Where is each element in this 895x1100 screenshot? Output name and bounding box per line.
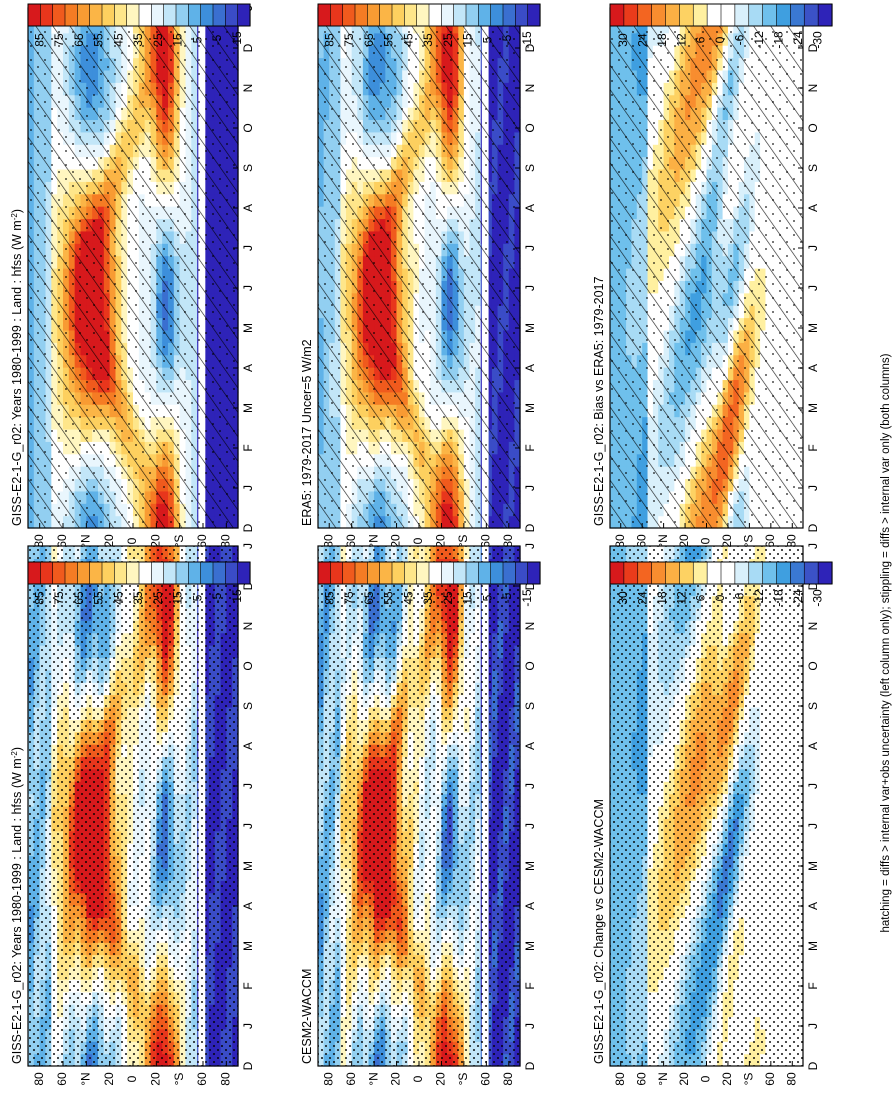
x-tick-label: J <box>806 285 820 291</box>
x-tick-label: J <box>523 485 537 491</box>
x-tick-label: O <box>241 123 255 132</box>
y-tick-label: °S <box>456 535 470 548</box>
y-tick-label: °N <box>79 534 93 547</box>
x-tick-label: F <box>806 444 820 451</box>
y-tick-label: 80 <box>32 534 46 548</box>
x-tick-label: O <box>523 123 537 132</box>
y-tick-label: 60 <box>55 534 69 548</box>
x-tick-label: J <box>806 485 820 491</box>
x-tick-label: M <box>523 403 537 413</box>
y-tick-label: 0 <box>411 537 425 544</box>
y-tick-label: 80 <box>321 534 335 548</box>
x-tick-label: J <box>523 285 537 291</box>
y-tick-label: 20 <box>149 534 163 548</box>
y-tick-label: 20 <box>677 534 691 548</box>
y-tick-label: 20 <box>102 534 116 548</box>
x-tick-label: A <box>806 364 820 372</box>
x-tick-label: A <box>523 204 537 212</box>
x-tick-label: N <box>523 84 537 93</box>
x-tick-label: J <box>241 485 255 491</box>
x-tick-label: A <box>523 364 537 372</box>
y-tick-label: 0 <box>699 537 713 544</box>
x-tick-label: O <box>806 123 820 132</box>
y-tick-label: 20 <box>720 534 734 548</box>
y-tick-label: 80 <box>501 534 515 548</box>
y-tick-label: 80 <box>219 534 233 548</box>
x-tick-label: N <box>806 84 820 93</box>
x-tick-label: F <box>523 444 537 451</box>
stipple-overlay <box>28 8 238 528</box>
panel-title: GISS-E2-1-G_r02: Years 1980-1999 : Land … <box>10 209 25 526</box>
y-tick-label: 60 <box>763 534 777 548</box>
panel-title: ERA5: 1979-2017 Uncer=5 W/m2 <box>300 339 314 526</box>
panel-1: DJFMAMJJASONDJ8060°N20020°S6080GISS-E2-1… <box>10 5 256 548</box>
y-tick-label: °S <box>742 535 756 548</box>
x-tick-label: S <box>523 164 537 172</box>
x-tick-label: J <box>241 245 255 251</box>
x-tick-label: D <box>523 43 537 52</box>
x-tick-label: N <box>241 84 255 93</box>
y-tick-label: °N <box>656 534 670 547</box>
y-tick-label: 60 <box>479 534 493 548</box>
x-tick-label: S <box>241 164 255 172</box>
x-tick-label: M <box>241 323 255 333</box>
x-tick-label: S <box>806 164 820 172</box>
x-tick-label: D <box>806 523 820 532</box>
x-tick-label: M <box>523 323 537 333</box>
y-tick-label: 60 <box>195 534 209 548</box>
y-tick-label: 0 <box>125 537 139 544</box>
x-tick-label: D <box>241 523 255 532</box>
x-tick-label: J <box>523 245 537 251</box>
stipple-overlay <box>610 8 803 528</box>
x-tick-label: M <box>241 403 255 413</box>
y-tick-label: 20 <box>389 534 403 548</box>
x-tick-label: J <box>241 285 255 291</box>
y-tick-label: °N <box>366 534 380 547</box>
x-tick-label: M <box>806 403 820 413</box>
y-tick-label: 80 <box>613 534 627 548</box>
panels-root: D J F M A M J J A S O N D J 80 60 °N 20 0 20 °S 60 80 GISS-E2-1… <box>10 5 821 1086</box>
x-tick-label: D <box>523 523 537 532</box>
x-tick-label: A <box>241 364 255 372</box>
y-tick-label: 80 <box>784 534 798 548</box>
stipple-overlay <box>318 8 520 528</box>
x-tick-label: M <box>806 323 820 333</box>
x-tick-label: F <box>241 444 255 451</box>
y-tick-label: 20 <box>434 534 448 548</box>
panel-3: DJFMAMJJASONDJ8060°N20020°S6080GISS-E2-1… <box>592 5 820 548</box>
x-tick-label: D <box>241 43 255 52</box>
y-tick-label: 60 <box>634 534 648 548</box>
y-tick-label: °S <box>172 535 186 548</box>
x-tick-label: A <box>806 204 820 212</box>
x-tick-label: D <box>806 43 820 52</box>
panel-title: GISS-E2-1-G_r02: Bias vs ERA5: 1979-2017 <box>592 277 606 526</box>
y-tick-label: 60 <box>344 534 358 548</box>
x-tick-label: A <box>241 204 255 212</box>
x-tick-label: J <box>806 245 820 251</box>
